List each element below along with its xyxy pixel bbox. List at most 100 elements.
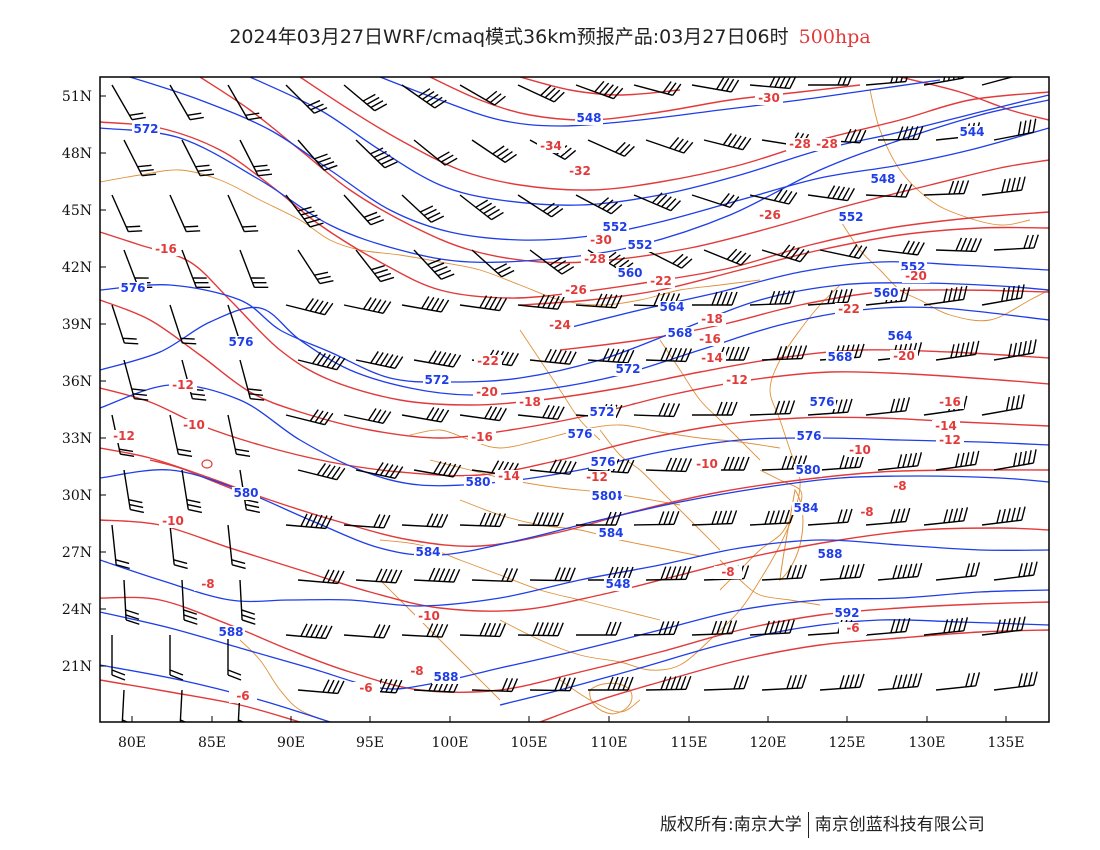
wind-barb — [877, 562, 923, 581]
wind-barb — [343, 624, 391, 639]
wind-barb — [691, 193, 740, 209]
height-contour-line — [100, 539, 1049, 607]
wind-barb — [285, 623, 333, 640]
wind-barb — [181, 469, 203, 514]
temperature-contour-label: -20 — [476, 385, 498, 399]
wind-barb — [123, 469, 145, 514]
wind-barb — [761, 564, 807, 581]
wind-barb — [865, 183, 913, 198]
wind-barb — [819, 244, 868, 260]
temperature-closed-contour — [201, 459, 213, 469]
wind-barb — [993, 339, 1037, 361]
wind-barb — [981, 394, 1025, 416]
wind-barb — [633, 402, 681, 418]
lon-tick-label: 95E — [356, 735, 384, 751]
temperature-contour-label: -26 — [565, 283, 587, 297]
wind-barb — [169, 194, 201, 233]
lon-tick-label: 105E — [511, 735, 548, 751]
height-contour-label: 592 — [834, 606, 859, 620]
wind-barb — [807, 508, 853, 526]
wind-barb — [633, 81, 682, 97]
wind-barb — [179, 689, 194, 722]
wind-barb — [819, 673, 865, 691]
height-contour-label: 576 — [567, 427, 592, 441]
wind-barb — [471, 139, 517, 163]
map-frame — [99, 76, 1050, 723]
temperature-contour-label: -30 — [590, 233, 612, 247]
wind-barb — [459, 194, 504, 221]
lat-tick-label: 36N — [62, 374, 92, 390]
wind-barb — [343, 408, 392, 425]
border-line — [429, 459, 681, 506]
province-borders — [100, 89, 1049, 722]
height-contour-label: 588 — [817, 547, 842, 561]
wind-barb — [343, 194, 385, 226]
wind-barb — [807, 288, 853, 306]
temperature-contour-label: -22 — [477, 354, 499, 368]
title-text: 2024年03月27日WRF/cmaq模式36km预报产品:03月27日06时 — [229, 26, 789, 48]
wind-barb — [517, 512, 564, 527]
lon-tick-label: 110E — [591, 735, 628, 751]
wind-barb — [181, 579, 198, 625]
height-contour-label: 576 — [809, 395, 834, 409]
height-contour-label: 560 — [873, 286, 898, 300]
height-contour-label: 580 — [465, 475, 490, 489]
temperature-contour-label: -10 — [418, 609, 440, 623]
height-contour-label: 564 — [659, 300, 684, 314]
wind-barb — [865, 77, 911, 86]
wind-barb — [935, 562, 981, 581]
longitude-axis: 80E 85E 90E 95E 100E 105E 110E 115E 120E 125E 130E… — [118, 716, 1024, 751]
border-line — [869, 89, 1031, 226]
height-contour-label: 548 — [605, 577, 630, 591]
wind-barb — [865, 507, 911, 526]
temperature-contour-label: -14 — [498, 469, 520, 483]
temperature-contour-label: -10 — [183, 418, 205, 432]
wind-barb — [529, 348, 577, 365]
height-contour-line — [379, 77, 941, 127]
temperature-contour-label: -24 — [549, 318, 571, 332]
wind-barb — [703, 248, 752, 266]
height-contour-label: 568 — [667, 326, 692, 340]
temperature-contour-line — [539, 629, 1049, 722]
height-contour-label: 576 — [120, 281, 145, 295]
lat-tick-label: 21N — [62, 659, 92, 675]
temperature-contour-line — [100, 447, 1049, 547]
wind-barb — [761, 345, 808, 361]
height-contour-label: 584 — [793, 501, 818, 515]
wind-barb — [576, 511, 622, 526]
wind-barb — [993, 118, 1037, 141]
height-contour-label: 544 — [959, 125, 984, 139]
height-contour-line — [100, 589, 1049, 690]
height-contour-line — [100, 664, 331, 722]
wind-barb — [993, 561, 1038, 581]
temperature-contour-line — [299, 77, 1049, 191]
height-contour-label: 572 — [424, 373, 449, 387]
wind-barb — [575, 194, 623, 215]
wind-barb — [459, 295, 507, 312]
wind-barb — [285, 409, 334, 426]
wind-barb — [181, 139, 215, 177]
temperature-contour-line — [100, 519, 1049, 612]
temperature-contour-label: -14 — [701, 351, 723, 365]
wind-barb — [355, 139, 398, 169]
wind-barb — [865, 397, 911, 416]
temperature-contour-label: -12 — [726, 373, 748, 387]
wind-barb — [633, 192, 682, 212]
wind-barb — [285, 194, 324, 228]
wind-barb — [807, 185, 855, 202]
lon-tick-label: 125E — [829, 735, 866, 751]
height-contour-label: 548 — [870, 172, 895, 186]
wind-barb — [935, 450, 980, 471]
wind-barb — [877, 240, 925, 256]
wind-barb — [645, 565, 692, 581]
wind-barb — [169, 84, 204, 121]
border-line — [659, 339, 761, 461]
lon-tick-label: 80E — [118, 735, 146, 751]
wind-barb — [471, 677, 519, 693]
wind-barb — [749, 619, 795, 636]
temperature-contour-line — [100, 299, 1049, 439]
height-contour-label: 576 — [590, 455, 615, 469]
wind-barb — [297, 249, 334, 285]
wind-barb — [169, 304, 197, 345]
